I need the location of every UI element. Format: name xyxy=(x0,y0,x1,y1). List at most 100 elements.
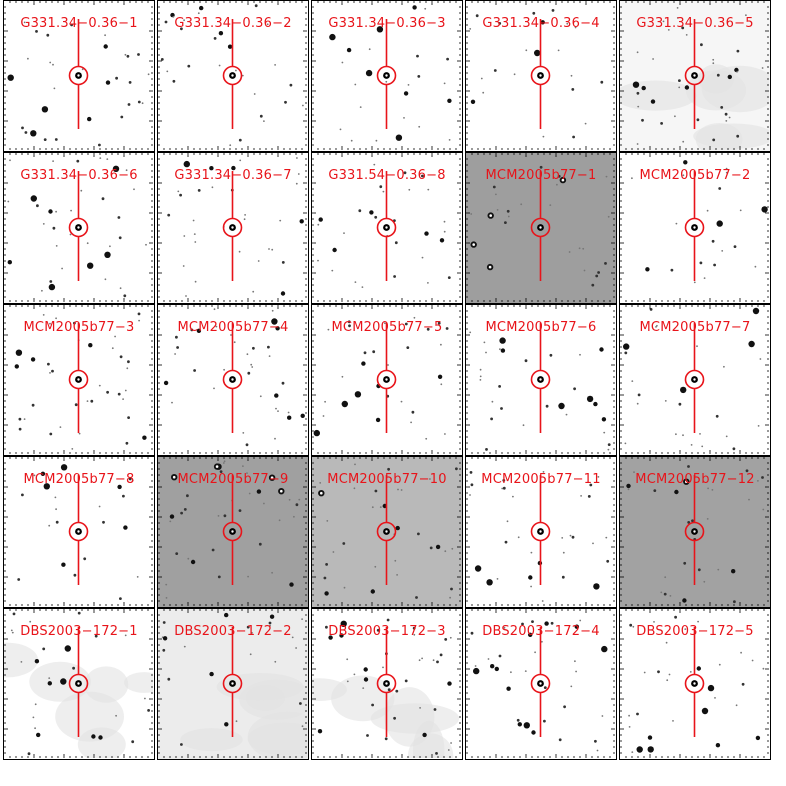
panel-label: MCM2005b77−1 xyxy=(485,168,597,183)
star xyxy=(230,334,232,336)
star xyxy=(179,193,182,197)
star xyxy=(53,87,56,90)
star xyxy=(120,115,124,119)
star xyxy=(64,645,71,652)
star xyxy=(70,23,73,27)
star xyxy=(720,106,724,109)
star xyxy=(665,641,668,644)
star xyxy=(223,368,225,371)
star xyxy=(88,343,93,348)
star xyxy=(223,514,227,518)
star xyxy=(190,328,194,332)
finder-panel: MCM2005b77−8 xyxy=(3,456,155,608)
star xyxy=(27,752,31,756)
star xyxy=(541,600,544,602)
star xyxy=(218,64,221,67)
star xyxy=(54,496,57,499)
star xyxy=(33,474,36,477)
star xyxy=(541,640,543,643)
star xyxy=(354,463,356,466)
star xyxy=(696,666,701,671)
star xyxy=(449,636,452,639)
star xyxy=(376,26,384,33)
marker-circle xyxy=(530,673,551,694)
star xyxy=(479,368,482,371)
star xyxy=(676,17,679,19)
finder-panel: MCM2005b77−7 xyxy=(619,304,771,456)
star xyxy=(361,361,366,366)
star xyxy=(418,125,421,128)
panel-label: MCM2005b77−12 xyxy=(635,472,755,487)
star xyxy=(231,165,236,171)
finder-panel: MCM2005b77−3 xyxy=(3,304,155,456)
finder-panel: G331.34−0.36−2 xyxy=(157,0,309,152)
star xyxy=(162,636,168,641)
panel-label: MCM2005b77−11 xyxy=(481,472,601,487)
star xyxy=(498,654,502,658)
star xyxy=(43,483,50,490)
star xyxy=(550,621,554,625)
star xyxy=(711,489,714,491)
target-star-core xyxy=(77,378,80,381)
star xyxy=(295,503,299,507)
star xyxy=(105,80,111,85)
star xyxy=(439,653,443,657)
star xyxy=(324,400,326,403)
star-field xyxy=(620,457,769,606)
star xyxy=(30,195,37,202)
finder-panel: DBS2003−172−4 xyxy=(465,608,617,760)
star xyxy=(117,484,122,490)
star xyxy=(46,33,50,37)
marker-circle xyxy=(684,217,705,238)
star xyxy=(115,714,117,717)
star-field xyxy=(620,153,769,302)
finder-panel: MCM2005b77−11 xyxy=(465,456,617,608)
star-core xyxy=(472,243,475,246)
target-star-core xyxy=(231,74,234,77)
star xyxy=(241,74,244,77)
finder-panel: DBS2003−172−5 xyxy=(619,608,771,760)
star xyxy=(324,591,329,596)
star xyxy=(268,621,272,625)
star xyxy=(147,709,151,712)
nebula-blob xyxy=(384,687,435,747)
star xyxy=(682,174,685,177)
star xyxy=(761,67,764,69)
star xyxy=(49,61,52,64)
finder-panel: DBS2003−172−3 xyxy=(311,608,463,760)
star xyxy=(549,204,552,206)
star xyxy=(754,265,757,268)
nebula-blob xyxy=(247,711,307,758)
star xyxy=(435,544,441,550)
star xyxy=(47,362,50,366)
star xyxy=(667,29,670,31)
star xyxy=(574,624,579,629)
star xyxy=(569,534,572,537)
star xyxy=(342,542,346,545)
star xyxy=(684,628,687,630)
star xyxy=(748,498,750,501)
marker-circle xyxy=(222,369,243,390)
star xyxy=(445,327,449,330)
target-star-core xyxy=(77,74,80,77)
star xyxy=(725,120,728,122)
marker-circle xyxy=(68,521,89,542)
star xyxy=(76,159,80,163)
star xyxy=(427,188,430,191)
target-star-core xyxy=(385,74,388,77)
nebula-blob xyxy=(55,691,124,742)
star xyxy=(443,230,446,233)
star xyxy=(557,174,561,178)
star xyxy=(725,435,728,438)
star xyxy=(14,364,19,369)
star xyxy=(295,182,298,185)
star xyxy=(448,139,451,141)
star xyxy=(124,634,127,637)
target-star-core xyxy=(77,530,80,533)
star xyxy=(660,591,663,594)
star xyxy=(222,462,225,464)
nebula-blob xyxy=(312,678,347,701)
star xyxy=(235,69,237,72)
finder-panel: MCM2005b77−1 xyxy=(465,152,617,304)
star xyxy=(565,413,568,416)
